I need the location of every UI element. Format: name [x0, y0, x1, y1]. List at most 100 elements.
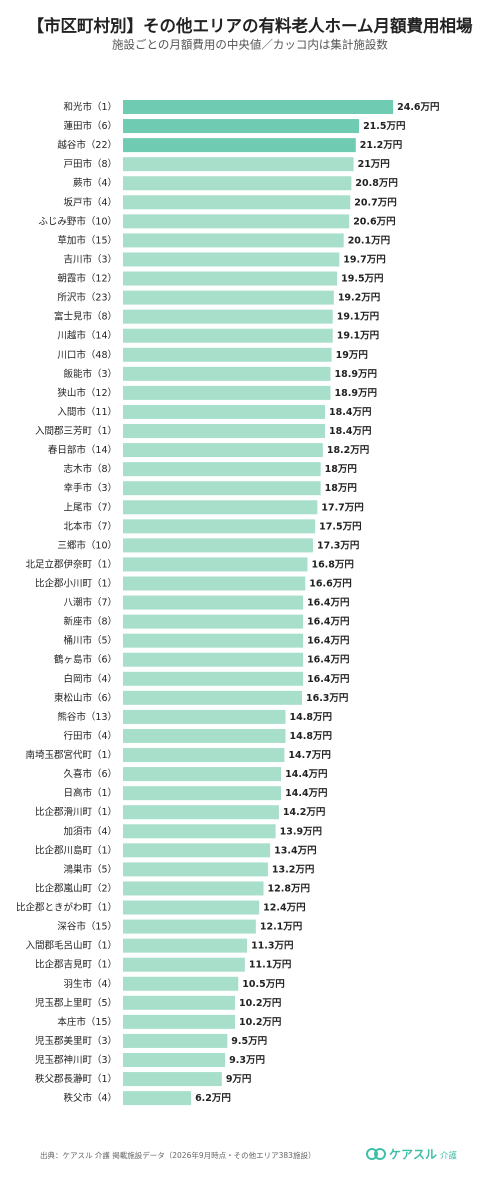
value-label: 18.9万円: [335, 388, 377, 399]
value-label: 11.1万円: [249, 960, 291, 971]
bar: [123, 1033, 228, 1048]
category-label: 児玉郡神川町（3）: [35, 1054, 117, 1066]
bar: [123, 595, 304, 610]
bar: [123, 671, 304, 686]
value-label: 19.5万円: [341, 274, 383, 285]
category-label: 狭山市（12）: [57, 387, 117, 399]
bar: [123, 576, 306, 591]
category-label: 飯能市（3）: [63, 368, 117, 380]
value-label: 19.1万円: [337, 331, 379, 342]
value-label: 14.7万円: [288, 750, 330, 761]
bar: [123, 271, 338, 286]
category-label: 草加市（15）: [57, 234, 117, 246]
value-label: 9.5万円: [231, 1036, 267, 1047]
bar: [123, 995, 235, 1010]
bar: [123, 500, 318, 515]
value-label: 20.7万円: [354, 197, 396, 208]
bar: [123, 347, 332, 362]
value-label: 19.2万円: [338, 293, 380, 304]
category-label: 入間郡三芳町（1）: [35, 425, 117, 437]
value-label: 16.6万円: [309, 579, 351, 590]
category-label: 戸田市（8）: [63, 158, 117, 170]
category-label: 坂戸市（4）: [63, 196, 117, 208]
bar: [123, 385, 331, 400]
value-label: 9万円: [226, 1074, 252, 1085]
category-label: 比企郡滑川町（1）: [35, 806, 117, 818]
value-label: 9.3万円: [229, 1055, 265, 1066]
bar: [123, 843, 271, 858]
category-label: 川口市（48）: [57, 349, 117, 361]
value-label: 12.1万円: [260, 922, 302, 933]
category-label: 比企郡嵐山町（2）: [35, 882, 117, 894]
bar: [123, 252, 340, 267]
category-label: ふじみ野市（10）: [38, 215, 117, 227]
value-label: 12.4万円: [263, 903, 305, 914]
category-label: 朝霞市（12）: [57, 273, 117, 285]
category-label: 久喜市（6）: [63, 768, 117, 780]
category-label: 春日部市（14）: [48, 444, 117, 456]
value-label: 21.5万円: [363, 121, 405, 132]
category-label: 八潮市（7）: [63, 597, 117, 609]
bar: [123, 1014, 235, 1029]
value-label: 13.9万円: [280, 826, 322, 837]
value-label: 6.2万円: [195, 1093, 231, 1104]
value-label: 10.5万円: [242, 979, 284, 990]
category-label: 上尾市（7）: [63, 501, 117, 513]
value-label: 13.2万円: [272, 864, 314, 875]
bar: [123, 862, 268, 877]
category-label: 所沢市（23）: [57, 292, 117, 304]
chart-title: 【市区町村別】その他エリアの有料老人ホーム月額費用相場: [27, 16, 473, 36]
bar: [123, 557, 308, 572]
category-label: 深谷市（15）: [57, 921, 117, 933]
value-label: 17.7万円: [321, 502, 363, 513]
value-label: 21.2万円: [360, 140, 402, 151]
bar: [123, 786, 282, 801]
category-label: 入間市（11）: [57, 406, 117, 418]
value-label: 18.9万円: [335, 369, 377, 380]
category-label: 羽生市（4）: [63, 978, 117, 990]
category-label: 比企郡川島町（1）: [35, 844, 117, 856]
bar: [123, 919, 256, 934]
category-label: 比企郡吉見町（1）: [35, 959, 117, 971]
value-label: 12.8万円: [268, 883, 310, 894]
value-label: 18.4万円: [329, 407, 371, 418]
bar: [123, 767, 282, 782]
category-label: 熊谷市（13）: [57, 711, 117, 723]
value-label: 13.4万円: [274, 845, 316, 856]
bar: [123, 328, 333, 343]
bar: [123, 157, 354, 172]
value-label: 16.4万円: [307, 655, 349, 666]
bar: [123, 690, 302, 705]
category-label: 和光市（1）: [63, 101, 117, 113]
value-label: 16.4万円: [307, 674, 349, 685]
value-label: 20.8万円: [355, 178, 397, 189]
bar: [123, 404, 326, 419]
category-label: 越谷市（22）: [57, 139, 117, 151]
category-label: 幸手市（3）: [63, 482, 117, 494]
value-label: 18.4万円: [329, 426, 371, 437]
bar: [123, 538, 313, 553]
brand-name: ケアスル: [389, 1148, 437, 1162]
bar: [123, 176, 352, 191]
category-label: 川越市（14）: [57, 330, 117, 342]
category-label: 比企郡ときがわ町（1）: [16, 902, 117, 914]
value-label: 20.6万円: [353, 216, 395, 227]
bar: [123, 1091, 192, 1106]
bar: [123, 709, 286, 724]
logo-icon: [366, 1148, 378, 1160]
category-label: 吉川市（3）: [63, 253, 117, 265]
value-label: 24.6万円: [397, 102, 439, 113]
bar: [123, 1072, 222, 1087]
value-label: 16.4万円: [307, 598, 349, 609]
value-label: 14.2万円: [283, 807, 325, 818]
category-label: 南埼玉郡宮代町（1）: [25, 749, 117, 761]
value-label: 19.7万円: [343, 254, 385, 265]
value-label: 18.2万円: [327, 445, 369, 456]
category-label: 鶴ヶ島市（6）: [54, 654, 117, 666]
value-label: 14.8万円: [290, 731, 332, 742]
category-label: 行田市（4）: [63, 730, 117, 742]
category-label: 入間郡毛呂山町（1）: [25, 940, 117, 952]
bar: [123, 900, 260, 915]
bar: [123, 976, 239, 991]
category-label: 秩父市（4）: [63, 1092, 117, 1104]
